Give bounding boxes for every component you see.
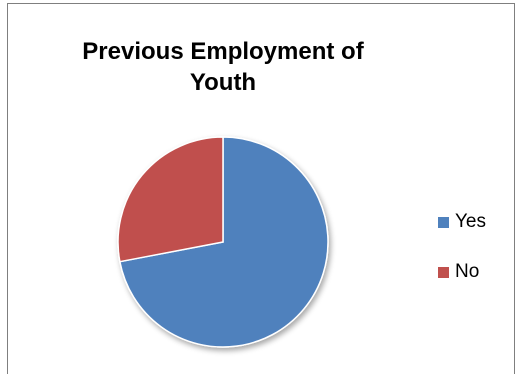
- pie-slice-no: [117, 136, 224, 263]
- legend-item-yes: Yes: [438, 211, 486, 233]
- pie-slice-yes: [118, 136, 329, 348]
- chart-area: Previous Employment of Youth Yes No: [7, 3, 515, 374]
- pie-chart: [117, 136, 329, 348]
- legend-swatch-yes: [438, 216, 449, 228]
- legend-label-yes: Yes: [455, 211, 486, 232]
- legend: Yes No: [438, 211, 486, 311]
- legend-label-no: No: [455, 261, 480, 282]
- legend-item-no: No: [438, 261, 486, 283]
- legend-swatch-no: [438, 266, 449, 278]
- chart-title: Previous Employment of Youth: [82, 38, 364, 96]
